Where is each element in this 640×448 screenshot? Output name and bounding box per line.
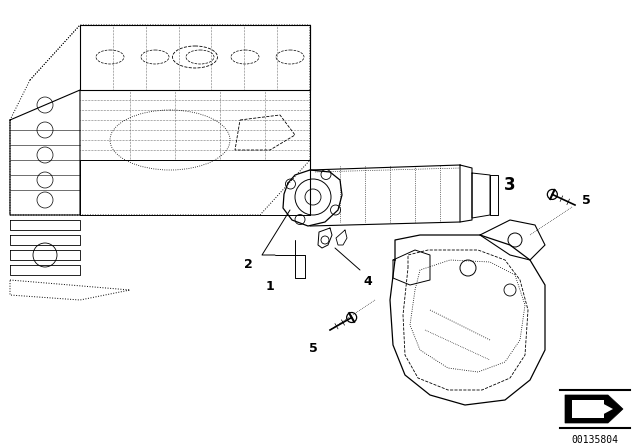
Text: 3: 3 — [504, 176, 516, 194]
Text: 5: 5 — [582, 194, 591, 207]
Polygon shape — [565, 395, 623, 423]
Text: 00135804: 00135804 — [572, 435, 618, 445]
Polygon shape — [572, 400, 604, 418]
Polygon shape — [575, 402, 613, 416]
Text: 1: 1 — [266, 280, 275, 293]
Text: 2: 2 — [244, 258, 252, 271]
Text: 4: 4 — [364, 275, 372, 288]
Text: 5: 5 — [309, 342, 318, 355]
